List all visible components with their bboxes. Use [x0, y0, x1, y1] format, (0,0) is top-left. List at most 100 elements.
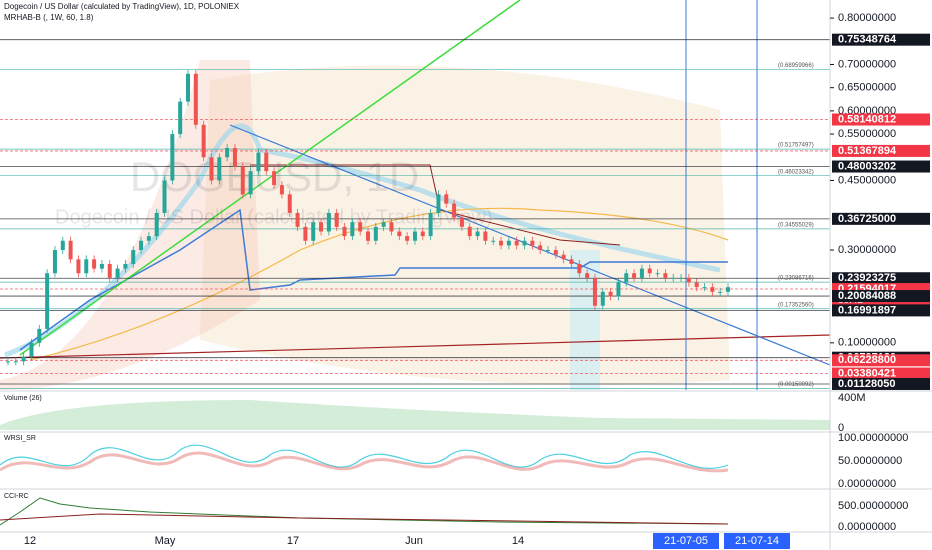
panel-title: WRSI_SR	[4, 435, 36, 442]
price-label-box	[832, 304, 930, 317]
fib-label: (0.23086716)	[778, 276, 814, 282]
cci-signal	[0, 513, 729, 525]
candle	[209, 157, 214, 181]
fib-label: (0.68959966)	[778, 63, 814, 69]
y-tick-label: 0.55000000	[838, 128, 896, 140]
price-label-box	[832, 272, 930, 285]
candle	[162, 180, 167, 213]
price-label-box	[832, 377, 930, 390]
candle	[326, 212, 331, 232]
candle	[76, 259, 81, 274]
candle	[373, 226, 378, 241]
candle	[6, 361, 10, 363]
candle	[710, 287, 715, 292]
candle	[600, 291, 605, 306]
y-tick-label: 0.80000000	[838, 12, 896, 24]
candle	[420, 231, 425, 237]
y-tick-label: 0.45000000	[838, 174, 896, 186]
candle	[452, 203, 457, 218]
rsi-line	[0, 444, 729, 470]
candle	[671, 277, 676, 279]
candle	[428, 212, 433, 237]
panel-tick-label: 50.00000000	[838, 455, 902, 467]
candle	[37, 328, 42, 343]
candle	[483, 231, 488, 241]
candle	[491, 240, 496, 242]
candle	[287, 194, 292, 213]
candle	[45, 273, 50, 329]
candle	[295, 212, 300, 227]
date-marker-box	[724, 533, 790, 549]
candle	[350, 222, 355, 237]
candle	[319, 222, 324, 232]
candle	[381, 222, 386, 227]
candle	[585, 273, 590, 278]
candle	[139, 240, 144, 251]
candle	[694, 282, 699, 288]
candle	[186, 73, 190, 102]
candle	[679, 277, 684, 279]
price-label: 0.06228800	[838, 354, 896, 366]
candle	[115, 268, 120, 278]
panel-tick-label: 400M	[838, 392, 866, 404]
candle	[632, 273, 637, 278]
volume-area	[0, 400, 830, 430]
candle	[264, 152, 269, 172]
candle	[514, 240, 519, 246]
candle	[639, 268, 644, 278]
panel-title: Volume (26)	[4, 395, 42, 402]
candle	[655, 273, 660, 275]
candle	[334, 212, 339, 227]
candle	[60, 240, 65, 251]
price-label-box	[832, 144, 930, 157]
candle	[522, 240, 527, 246]
candle	[279, 185, 284, 195]
panel-tick-label: 500.00000000	[838, 500, 908, 512]
price-label: 0.20084088	[838, 290, 896, 302]
price-label: 0.16991897	[838, 304, 896, 316]
candle	[412, 231, 417, 241]
candle	[311, 222, 316, 241]
candle	[444, 194, 449, 204]
candle	[303, 226, 308, 241]
candle	[553, 250, 558, 255]
candle	[84, 259, 89, 274]
candle	[530, 240, 535, 246]
y-tick-label: 0.30000000	[838, 244, 896, 256]
candle	[467, 226, 472, 237]
panel-tick-label: 0.00000000	[838, 478, 896, 490]
price-label-box	[832, 160, 930, 173]
trend-line	[229, 124, 831, 366]
price-label: 0.01128050	[838, 378, 896, 390]
price-label: 0.58140812	[838, 113, 896, 125]
candle	[217, 157, 222, 181]
candle	[99, 263, 104, 269]
candle	[506, 240, 511, 246]
candle	[436, 194, 441, 213]
price-label: 0.36725000	[838, 213, 896, 225]
highlight-zone	[570, 250, 600, 390]
panel-tick-label: 100.00000000	[838, 432, 908, 444]
candle	[240, 166, 245, 195]
date-marker: 21-07-05	[664, 535, 708, 547]
panel-title: CCI-RC	[4, 493, 29, 500]
candle	[405, 236, 410, 241]
candle	[131, 250, 136, 264]
candle	[21, 356, 26, 362]
candle	[459, 217, 464, 227]
candle	[702, 287, 707, 289]
band-area	[0, 60, 260, 390]
candle	[358, 222, 363, 232]
candle	[256, 152, 261, 172]
candle	[92, 259, 97, 269]
candle	[577, 263, 582, 274]
candle	[499, 240, 504, 246]
x-tick-label: 17	[287, 535, 299, 547]
candle	[389, 222, 394, 232]
cci-line	[0, 497, 729, 526]
fib-label: (0.46023342)	[778, 169, 814, 175]
candle	[616, 282, 621, 297]
price-label-box	[832, 354, 930, 367]
candle	[225, 147, 230, 158]
y-tick-label: 0.10000000	[838, 337, 896, 349]
